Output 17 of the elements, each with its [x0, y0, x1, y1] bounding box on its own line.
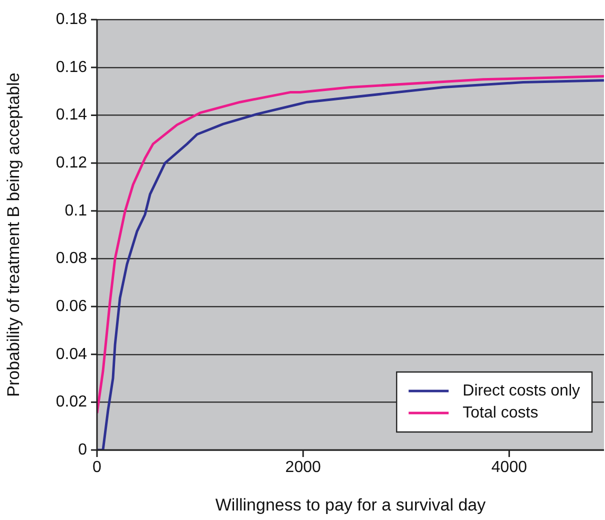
x-tick-label: 0 [92, 459, 102, 476]
y-tick-label: 0.02 [56, 394, 88, 411]
x-axis-title: Willingness to pay for a survival day [215, 495, 486, 514]
y-tick-label: 0.08 [56, 250, 88, 268]
y-tick-label: 0.14 [56, 106, 88, 124]
y-axis-title: Probability of treatment B being acceptable [4, 72, 23, 397]
y-tick-label: 0.04 [56, 346, 88, 363]
y-tick-label: 0.16 [56, 58, 88, 76]
x-tick-label: 2000 [285, 459, 321, 476]
x-tick-label: 4000 [491, 459, 528, 476]
y-tick-label: 0.1 [64, 202, 88, 220]
legend-label: Total costs [462, 404, 538, 422]
y-tick-label: 0.18 [56, 11, 88, 28]
y-tick-label: 0 [78, 441, 88, 458]
legend-label: Direct costs only [462, 382, 580, 400]
y-tick-label: 0.06 [56, 298, 88, 315]
y-tick-label: 0.12 [56, 154, 88, 172]
